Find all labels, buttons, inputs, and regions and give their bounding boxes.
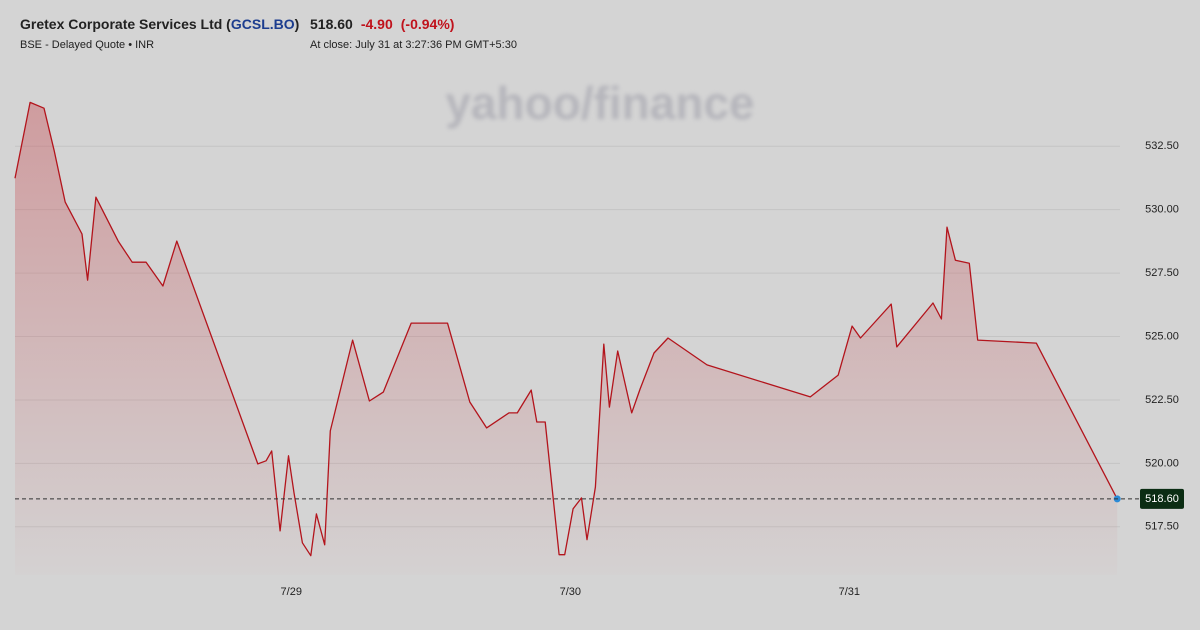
y-tick-label: 532.50 — [1145, 140, 1179, 152]
y-tick-label: 522.50 — [1145, 394, 1179, 406]
x-tick-label: 7/29 — [281, 586, 302, 598]
price: 518.60 — [310, 16, 353, 32]
price-line: 518.60 -4.90 (-0.94%) — [310, 16, 454, 32]
area — [15, 102, 1118, 576]
chart-title: Gretex Corporate Services Ltd (GCSL.BO) — [20, 16, 299, 32]
y-tick-label: 520.00 — [1145, 457, 1179, 469]
title-text: ) — [295, 16, 300, 32]
change-pct: (-0.94%) — [401, 16, 455, 32]
close-time: At close: July 31 at 3:27:36 PM GMT+5:30 — [310, 39, 517, 51]
last-price-box — [1140, 488, 1184, 509]
watermark: yahoo/finance — [445, 77, 754, 129]
y-tick-label: 517.50 — [1145, 521, 1179, 533]
price-line — [14, 101, 1118, 557]
x-tick-label: 7/30 — [560, 586, 581, 598]
subtitle: BSE - Delayed Quote • INR — [20, 39, 154, 51]
x-tick-label: 7/31 — [839, 586, 860, 598]
symbol: GCSL.BO — [231, 16, 295, 32]
last-price-label: 518.60 — [1145, 493, 1179, 505]
y-tick-label: 527.50 — [1145, 267, 1179, 279]
title-text: Gretex Corporate Services Ltd ( — [20, 16, 231, 32]
change: -4.90 — [361, 16, 393, 32]
y-tick-label: 525.00 — [1145, 330, 1179, 342]
y-tick-label: 530.00 — [1145, 204, 1179, 216]
